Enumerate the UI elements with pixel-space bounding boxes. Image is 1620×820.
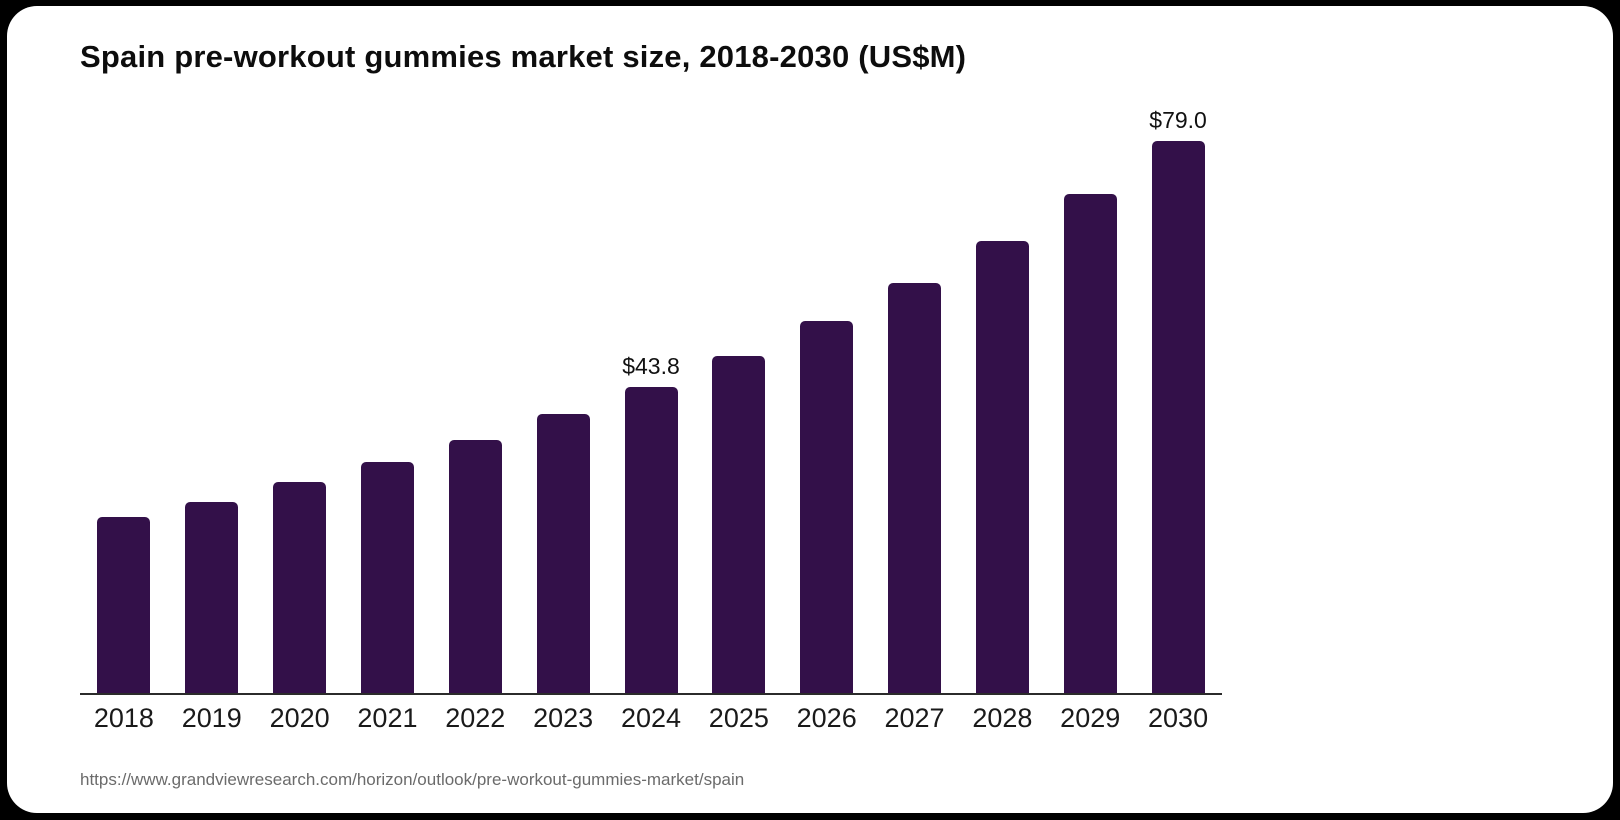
x-tick-2018: 2018 [93,703,154,733]
bar-2020 [273,482,327,693]
data-label-2030: $79.0 [1149,107,1207,133]
bar-2030 [1151,141,1205,693]
x-tick-2029: 2029 [1060,703,1121,733]
x-tick-2023: 2023 [533,703,594,733]
bar-2023 [536,414,590,693]
chart-card: Spain pre-workout gummies market size, 2… [7,6,1613,813]
x-tick-2019: 2019 [181,703,242,733]
x-tick-2020: 2020 [269,703,330,733]
bar-2028 [975,241,1029,693]
x-tick-2024: 2024 [620,703,682,733]
x-tick-2030: 2030 [1148,703,1209,733]
chart-title: Spain pre-workout gummies market size, 2… [80,39,967,74]
x-tick-2025: 2025 [708,703,769,733]
bar-chart-plot-area: 2018 2019 2020 2021 2022 2023 2024 2025 2026 2027… [80,6,1222,733]
x-tick-2026: 2026 [796,703,857,733]
data-label-2024: $43.8 [622,353,680,379]
bar-2027 [888,283,942,693]
x-tick-2028: 2028 [972,703,1033,733]
x-tick-2027: 2027 [884,703,945,733]
x-tick-2021: 2021 [357,703,418,733]
bar-2024 [624,387,678,693]
bar-2026 [800,321,854,693]
x-tick-2022: 2022 [445,703,506,733]
bar-2029 [1063,194,1117,693]
bar-2022 [448,440,502,693]
x-axis-line [80,693,1222,695]
bar-2018 [97,517,151,693]
bar-2019 [185,502,239,693]
bar-2025 [712,356,766,693]
bar-2021 [360,462,414,693]
source-url: https://www.grandviewresearch.com/horizo… [80,770,745,789]
